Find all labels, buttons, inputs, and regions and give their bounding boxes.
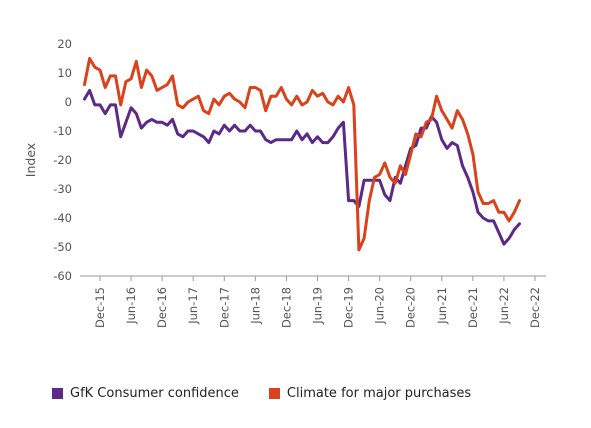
x-tick-label: Dec-15	[93, 287, 107, 328]
legend-swatch-purple	[52, 388, 63, 399]
legend-item-major-purchases: Climate for major purchases	[268, 386, 472, 401]
x-tick-label: Dec-17	[217, 287, 231, 328]
x-tick-label: Dec-16	[155, 287, 169, 328]
y-tick-label: 20	[57, 37, 72, 51]
legend-item-consumer-confidence: GfK Consumer confidence	[52, 386, 239, 401]
x-tick-label: Dec-22	[528, 287, 542, 328]
y-tick-label: -20	[53, 153, 72, 167]
y-tick-label: -10	[53, 124, 72, 138]
y-tick-label: 0	[65, 95, 72, 109]
y-tick-label: -60	[53, 269, 72, 283]
legend-label-major-purchases: Climate for major purchases	[286, 386, 472, 401]
x-tick-label: Jun-20	[373, 287, 387, 325]
y-tick-label: 10	[57, 66, 72, 80]
series-lines	[83, 57, 521, 252]
series-line-consumer-confidence	[83, 88, 521, 246]
legend-label-consumer-confidence: GfK Consumer confidence	[70, 386, 239, 401]
x-tick-label: Dec-21	[466, 287, 480, 328]
x-axis-ticks: Dec-15 Jun-16 Dec-16 Jun-17 Dec-17 Jun-18 Dec-…	[93, 276, 542, 328]
x-tick-label: Jun-21	[435, 287, 449, 325]
x-tick-label: Jun-18	[248, 287, 262, 325]
y-axis-ticks: 20 10 0 -10 -20 -30 -40 -50 -60	[53, 37, 72, 283]
x-tick-label: Jun-16	[124, 287, 138, 325]
line-chart: Index 20 10 0 -10 -20 -30 -40 -50 -60 Dec-15 Jun-…	[23, 37, 546, 328]
x-tick-label: Jun-22	[497, 287, 511, 325]
x-tick-label: Dec-20	[404, 287, 418, 328]
x-tick-label: Dec-19	[342, 287, 356, 328]
series-line-major-purchases	[83, 57, 521, 252]
y-tick-label: -30	[53, 182, 72, 196]
x-tick-label: Dec-18	[279, 287, 293, 328]
y-axis-label: Index	[23, 143, 38, 177]
x-tick-label: Jun-19	[311, 287, 325, 325]
x-tick-label: Jun-17	[186, 287, 200, 325]
legend-swatch-orange	[268, 388, 280, 399]
y-tick-label: -40	[53, 211, 72, 225]
y-axis-title: Index	[23, 143, 38, 177]
legend: GfK Consumer confidence Climate for majo…	[52, 386, 501, 401]
y-tick-label: -50	[53, 240, 72, 254]
